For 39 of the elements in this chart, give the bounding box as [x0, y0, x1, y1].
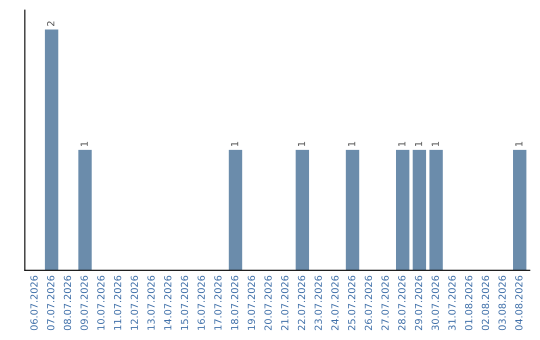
x-tick-label: 12.07.2026	[130, 276, 138, 330]
x-tick-label: 06.07.2026	[30, 276, 38, 330]
data-label: 1	[515, 142, 522, 146]
data-label: 1	[398, 142, 406, 146]
x-tick-label: 01.08.2026	[465, 276, 472, 330]
x-tick-label: 23.07.2026	[314, 276, 322, 330]
x-tick-label: 16.07.2026	[198, 276, 205, 330]
x-tick-label: 07.07.2026	[47, 276, 54, 330]
x-tick-label: 29.07.2026	[414, 276, 422, 330]
data-label: 1	[80, 142, 88, 146]
data-label: 1	[432, 142, 439, 146]
x-tick-label: 10.07.2026	[97, 276, 105, 330]
x-tick-label: 26.07.2026	[364, 276, 372, 330]
x-tick-label: 04.08.2026	[515, 276, 523, 330]
x-tick-label: 25.07.2026	[348, 276, 356, 330]
data-label: 1	[231, 142, 238, 146]
x-tick-label: 24.07.2026	[331, 276, 339, 330]
x-tick-label: 02.08.2026	[482, 276, 490, 330]
data-label: 1	[348, 142, 356, 146]
x-tick-label: 21.07.2026	[281, 276, 288, 330]
x-tick-label: 14.07.2026	[164, 276, 172, 330]
x-tick-label: 31.07.2026	[448, 276, 456, 330]
x-tick-label: 19.07.2026	[248, 276, 256, 330]
x-tick-label: 11.07.2026	[114, 276, 122, 330]
data-label: 1	[298, 142, 306, 146]
x-tick-label: 13.07.2026	[147, 276, 155, 330]
x-tick-label: 28.07.2026	[398, 276, 406, 330]
x-tick-label: 03.08.2026	[498, 276, 506, 330]
data-label: 2	[47, 21, 54, 26]
x-tick-label: 20.07.2026	[264, 276, 272, 330]
x-tick-label: 17.07.2026	[214, 276, 222, 330]
x-tick-label: 18.07.2026	[230, 276, 238, 330]
x-tick-label: 15.07.2026	[180, 276, 188, 330]
data-label: 1	[414, 142, 422, 146]
x-tick-label: 30.07.2026	[432, 276, 439, 330]
x-tick-label: 22.07.2026	[298, 276, 306, 330]
x-tick-label: 27.07.2026	[381, 276, 389, 330]
x-tick-label: 08.07.2026	[64, 276, 72, 330]
x-tick-label: 09.07.2026	[80, 276, 88, 330]
